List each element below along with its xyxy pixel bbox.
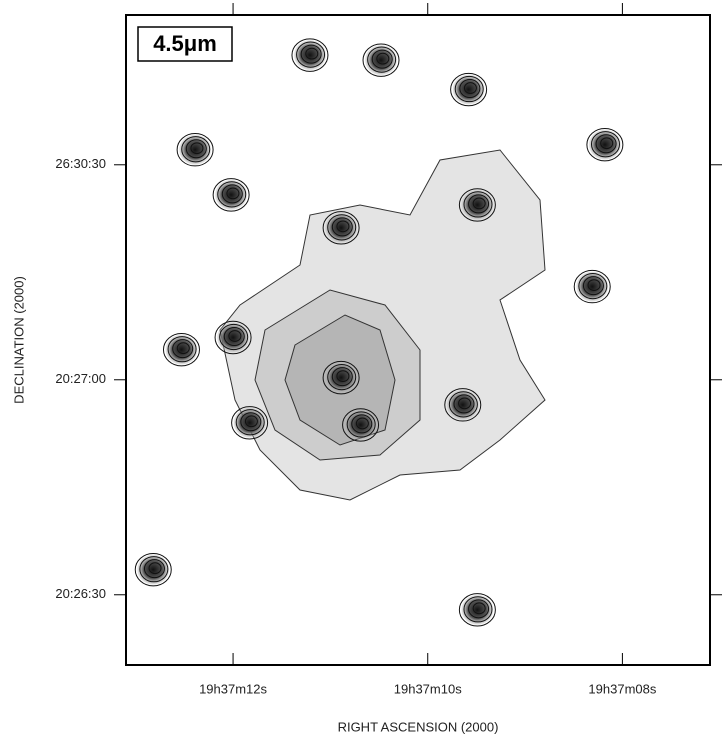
contour bbox=[185, 139, 207, 159]
contour bbox=[586, 128, 624, 162]
contour bbox=[573, 269, 611, 304]
source bbox=[322, 211, 360, 245]
contour bbox=[458, 188, 496, 222]
contour bbox=[223, 326, 245, 346]
contour bbox=[212, 178, 250, 212]
contour bbox=[176, 133, 214, 167]
contour bbox=[342, 408, 380, 442]
contour bbox=[454, 75, 484, 103]
label-box bbox=[137, 26, 233, 62]
contour bbox=[600, 137, 614, 150]
contour bbox=[463, 191, 493, 218]
contour bbox=[226, 187, 240, 200]
contour bbox=[172, 339, 194, 359]
contour bbox=[331, 367, 353, 387]
source bbox=[342, 408, 380, 442]
contour bbox=[235, 409, 265, 436]
source bbox=[458, 188, 496, 222]
contour bbox=[468, 194, 490, 214]
contour bbox=[322, 211, 360, 245]
source bbox=[573, 269, 611, 304]
source bbox=[231, 406, 269, 440]
contour bbox=[327, 364, 357, 391]
contour bbox=[590, 131, 620, 158]
contour bbox=[472, 197, 486, 210]
contour bbox=[300, 44, 322, 64]
contour bbox=[595, 134, 617, 154]
contour bbox=[217, 181, 247, 208]
contour bbox=[463, 82, 477, 94]
contour bbox=[578, 273, 608, 300]
contour bbox=[167, 336, 197, 363]
contour bbox=[458, 397, 472, 410]
contour bbox=[587, 279, 601, 292]
x-tick-label: 19h37m10s bbox=[394, 681, 462, 696]
contour bbox=[346, 411, 376, 438]
contour bbox=[450, 72, 488, 107]
source bbox=[212, 178, 250, 212]
y-axis-title: DECLINATION (2000) bbox=[11, 276, 26, 404]
contour bbox=[336, 370, 350, 383]
contour bbox=[362, 43, 400, 77]
contour bbox=[139, 556, 169, 583]
source bbox=[586, 128, 624, 162]
y-tick-label: 20:26:30 bbox=[55, 586, 106, 601]
source bbox=[214, 320, 252, 355]
contour bbox=[228, 330, 242, 342]
contour bbox=[458, 593, 496, 627]
contour bbox=[336, 220, 350, 233]
contour bbox=[148, 562, 162, 575]
plot-frame bbox=[125, 14, 711, 666]
contour bbox=[219, 323, 249, 351]
contour bbox=[176, 342, 190, 355]
band-label: 4.5μm bbox=[153, 31, 217, 56]
source bbox=[134, 552, 172, 587]
contour bbox=[582, 276, 604, 296]
contour bbox=[305, 47, 319, 60]
contour bbox=[376, 52, 390, 65]
contour bbox=[190, 142, 204, 155]
contour bbox=[331, 217, 353, 237]
contour bbox=[468, 599, 490, 619]
y-tick-label: 26:30:30 bbox=[55, 156, 106, 171]
source bbox=[450, 72, 488, 107]
source bbox=[176, 133, 214, 167]
contour bbox=[214, 320, 252, 355]
contour bbox=[162, 332, 200, 367]
contour bbox=[134, 552, 172, 587]
y-tick-label: 20:27:00 bbox=[55, 371, 106, 386]
contour bbox=[296, 41, 326, 68]
contour bbox=[291, 38, 329, 72]
contour bbox=[221, 184, 243, 204]
contour bbox=[231, 406, 269, 440]
source bbox=[162, 332, 200, 367]
nebula bbox=[219, 149, 546, 501]
contour bbox=[143, 559, 165, 579]
x-tick-label: 19h37m08s bbox=[588, 681, 656, 696]
x-tick-label: 19h37m12s bbox=[199, 681, 267, 696]
source bbox=[444, 388, 482, 422]
contour bbox=[181, 136, 211, 163]
contour bbox=[459, 79, 481, 99]
contour bbox=[240, 412, 262, 432]
contour bbox=[351, 414, 373, 434]
contour bbox=[371, 49, 393, 69]
source bbox=[322, 360, 360, 395]
contour bbox=[444, 388, 482, 422]
source bbox=[458, 593, 496, 627]
contour bbox=[448, 391, 478, 418]
contour bbox=[327, 214, 357, 241]
x-axis-title: RIGHT ASCENSION (2000) bbox=[338, 719, 499, 734]
contour bbox=[463, 596, 493, 623]
contour bbox=[472, 602, 486, 615]
contour bbox=[355, 417, 369, 430]
contour bbox=[453, 394, 475, 414]
contour bbox=[244, 415, 258, 428]
source bbox=[291, 38, 329, 72]
contour bbox=[322, 360, 360, 395]
contour bbox=[367, 46, 397, 73]
source bbox=[362, 43, 400, 77]
